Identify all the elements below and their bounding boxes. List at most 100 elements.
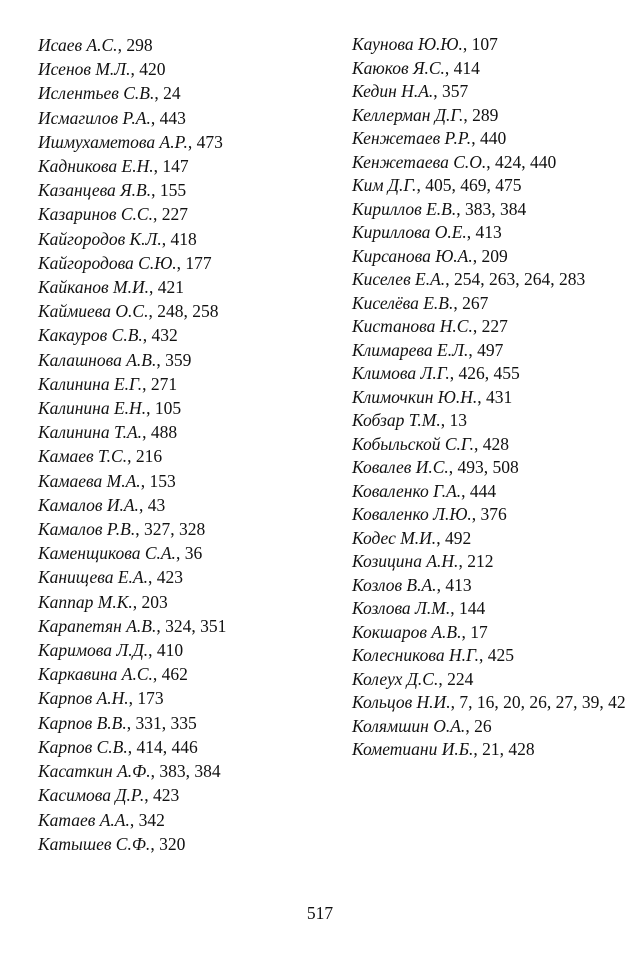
entry-name: Казанцева Я.В. — [38, 180, 152, 201]
index-entry: Каймиева О.С., 248, 258 — [38, 301, 219, 322]
entry-name: Кольцов Н.И. — [352, 692, 451, 712]
entry-pages: 177 — [185, 252, 212, 273]
entry-pages: 203 — [141, 591, 168, 612]
entry-name: Какауров С.В. — [38, 325, 143, 346]
entry-pages: 443 — [159, 107, 186, 128]
entry-name: Кайканов М.И. — [38, 277, 149, 298]
entry-pages: 21, 428 — [482, 739, 535, 759]
index-entry: Киселев Е.А., 254, 263, 264, 283 — [352, 269, 586, 289]
entry-pages: 224 — [447, 668, 474, 689]
entry-pages: 289 — [472, 104, 499, 125]
entry-pages: 414 — [453, 57, 480, 78]
index-entry: Казаринов С.С., 227 — [38, 204, 188, 225]
entry-name: Карапетян А.В. — [38, 615, 157, 636]
entry-pages: 155 — [159, 180, 187, 201]
entry-pages: 327, 328 — [143, 519, 206, 540]
entry-pages: 405, 469, 475 — [425, 175, 522, 195]
entry-pages: 173 — [137, 688, 164, 709]
index-entry: Кайканов М.И., 421 — [38, 277, 184, 298]
entry-pages: 440 — [479, 128, 507, 148]
entry-name: Каунова Ю.Ю. — [352, 34, 463, 54]
entry-pages: 147 — [162, 156, 189, 177]
entry-name: Казаринов С.С. — [38, 204, 153, 225]
entry-pages: 493, 508 — [457, 457, 519, 477]
index-entry: Какауров С.В., 432 — [38, 325, 178, 346]
entry-name: Кобыльской С.Г. — [352, 433, 474, 454]
entry-name: Камаева М.А. — [38, 470, 141, 491]
index-entry: Кобзар Т.М., 13 — [352, 410, 467, 430]
index-entry: Калашнова А.В., 359 — [38, 349, 192, 370]
entry-name: Ишмухаметова А.Р. — [38, 131, 188, 152]
entry-pages: 24 — [163, 83, 181, 104]
entry-pages: 418 — [170, 228, 197, 249]
index-entry: Кистанова Н.С., 227 — [352, 316, 508, 336]
index-entry: Каппар М.К., 203 — [38, 591, 168, 612]
index-entry: Климарева Е.Л., 497 — [352, 339, 504, 360]
entry-pages: 227 — [481, 316, 508, 336]
index-entry: Камалов И.А., 43 — [38, 494, 166, 515]
entry-pages: 153 — [149, 470, 176, 491]
entry-pages: 36 — [184, 543, 203, 564]
index-entry: Канищева Е.А., 423 — [38, 567, 183, 588]
entry-name: Ким Д.Г. — [352, 175, 417, 195]
entry-name: Кистанова Н.С. — [352, 316, 473, 336]
index-entry: Катышев С.Ф., 320 — [38, 833, 186, 854]
entry-pages: 26 — [474, 715, 492, 736]
entry-pages: 107 — [471, 34, 498, 54]
entry-name: Климова Л.Г. — [352, 363, 450, 383]
index-entry: Кольцов Н.И., 7, 16, 20, 26, 27, 39, 42 — [352, 692, 626, 712]
index-entry: Камаев Т.С., 216 — [38, 446, 163, 467]
index-entry: Кенжетаев Р.Р., 440 — [352, 128, 507, 148]
entry-name: Козицина А.Н. — [352, 551, 459, 571]
index-entry: Каунова Ю.Ю., 107 — [352, 34, 498, 54]
index-entry: Киселёва Е.В., 267 — [352, 292, 489, 313]
entry-name: Кириллова О.Е. — [352, 222, 467, 242]
index-entry: Карпов В.В., 331, 335 — [38, 712, 197, 733]
entry-name: Климарева Е.Л. — [352, 339, 469, 360]
index-entry: Ким Д.Г., 405, 469, 475 — [352, 175, 522, 195]
index-entry: Климова Л.Г., 426, 455 — [352, 363, 520, 383]
index-column-left: Исаев А.С., 298 Исенов М.Л., 420 Ислентьев… — [38, 33, 328, 856]
entry-name: Киселев Е.А. — [352, 269, 446, 289]
index-entry: Каркавина А.С., 462 — [38, 664, 188, 685]
entry-pages: 413 — [445, 574, 472, 595]
entry-name: Кадникова Е.Н. — [38, 156, 154, 177]
entry-name: Коваленко Г.А. — [352, 480, 462, 501]
entry-pages: 144 — [459, 598, 486, 618]
index-entry: Касимова Д.Р., 423 — [38, 785, 180, 806]
entry-pages: 492 — [444, 527, 472, 548]
index-entry: Кометиани И.Б., 21, 428 — [352, 739, 535, 759]
entry-name: Исмагилов Р.А. — [38, 107, 151, 128]
entry-name: Исаев А.С. — [38, 35, 118, 55]
index-entry: Каримова Л.Д., 410 — [38, 640, 184, 661]
index-entry: Кенжетаева С.О., 424, 440 — [352, 151, 557, 172]
entry-name: Келлерман Д.Г. — [352, 104, 464, 125]
entry-name: Канищева Е.А. — [38, 567, 148, 588]
index-entry: Исаев А.С., 298 — [38, 35, 153, 55]
entry-pages: 444 — [469, 480, 497, 501]
entry-name: Калинина Т.А. — [38, 422, 143, 443]
page-number: 517 — [306, 903, 334, 923]
index-entry: Колесникова Н.Г., 425 — [352, 645, 514, 665]
index-entry: Ковалев И.С., 493, 508 — [352, 457, 519, 477]
entry-name: Кирсанова Ю.А. — [352, 245, 473, 266]
index-entry: Каменщикова С.А., 36 — [38, 543, 203, 564]
entry-name: Каменщикова С.А. — [38, 543, 176, 564]
entry-pages: 426, 455 — [458, 363, 520, 383]
index-entry: Камаева М.А., 153 — [38, 470, 176, 491]
entry-name: Карпов С.В. — [38, 736, 128, 757]
index-entry: Коваленко Г.А., 444 — [352, 480, 497, 501]
entry-name: Климочкин Ю.Н. — [352, 386, 478, 407]
index-entry: Карапетян А.В., 324, 351 — [38, 615, 227, 636]
index-entry: Кобыльской С.Г., 428 — [352, 433, 509, 454]
index-entry: Келлерман Д.Г., 289 — [352, 104, 499, 125]
entry-pages: 488 — [150, 422, 178, 443]
entry-pages: 432 — [151, 325, 178, 346]
index-entry: Кедин Н.А., 357 — [352, 81, 469, 101]
entry-name: Карпов В.В. — [38, 712, 127, 733]
entry-name: Кайгородов К.Л. — [38, 228, 162, 249]
entry-pages: 383, 384 — [464, 198, 527, 219]
entry-pages: 359 — [165, 349, 192, 370]
entry-pages: 324, 351 — [165, 615, 227, 636]
entry-name: Козлова Л.М. — [352, 598, 451, 618]
